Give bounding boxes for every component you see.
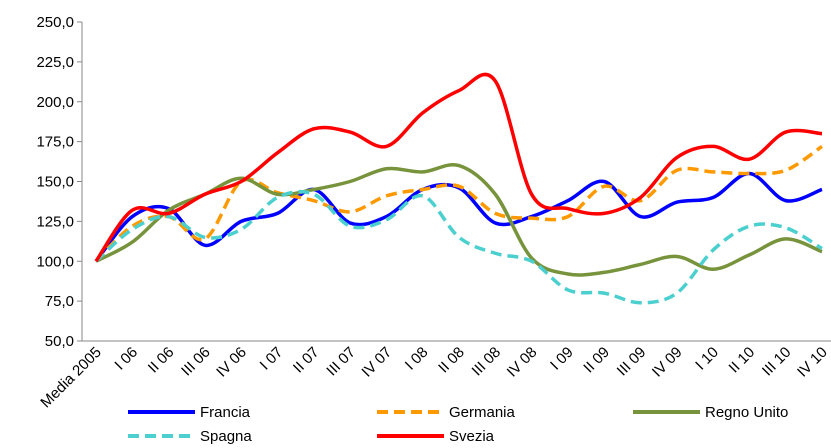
x-tick-label: IV 07: [358, 344, 395, 381]
legend-label: Francia: [200, 404, 251, 421]
series-line: [94, 189, 823, 305]
x-tick-label: III 10: [759, 344, 795, 380]
series-line: [95, 162, 823, 277]
x-tick-label: III 06: [178, 344, 214, 380]
x-tick-label: IV 08: [504, 344, 541, 381]
series-line: [94, 144, 823, 263]
y-tick-label: 225,0: [36, 54, 74, 71]
x-tick-label: II 07: [290, 344, 323, 377]
x-tick-label: I 09: [547, 344, 577, 374]
x-tick-label: III 07: [323, 344, 359, 380]
y-tick-label: 200,0: [36, 94, 74, 111]
x-tick-label: IV 09: [649, 344, 686, 381]
x-tick-label: III 09: [614, 344, 650, 380]
x-tick-label: II 10: [726, 344, 759, 377]
legend-label: Spagna: [200, 428, 252, 445]
y-tick-label: 250,0: [36, 14, 74, 31]
y-tick-label: 125,0: [36, 213, 74, 230]
x-tick-label: Media 2005: [37, 344, 104, 411]
x-tick-label: III 08: [469, 344, 505, 380]
x-tick-label: I 08: [402, 344, 432, 374]
series-line: [94, 72, 823, 263]
y-tick-label: 150,0: [36, 174, 74, 191]
legend-label: Svezia: [449, 428, 495, 445]
x-tick-label: I 07: [257, 344, 287, 374]
y-tick-label: 175,0: [36, 134, 74, 151]
x-tick-label: IV 10: [794, 344, 831, 381]
x-tick-label: IV 06: [213, 344, 250, 381]
x-tick-label: II 06: [145, 344, 178, 377]
x-tick-label: I 10: [692, 344, 722, 374]
legend-label: Germania: [449, 404, 516, 421]
y-tick-label: 100,0: [36, 253, 74, 270]
y-tick-label: 75,0: [45, 293, 74, 310]
x-tick-label: II 08: [435, 344, 468, 377]
x-tick-label: II 09: [580, 344, 613, 377]
legend-label: Regno Unito: [705, 404, 788, 421]
x-tick-label: I 06: [111, 344, 141, 374]
y-tick-label: 50,0: [45, 333, 74, 350]
